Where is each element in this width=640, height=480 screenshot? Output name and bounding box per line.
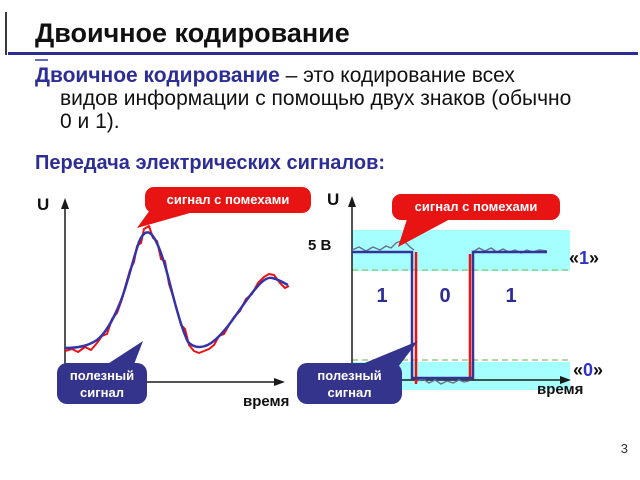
slide-page-number: 3 [620, 441, 628, 456]
bit-label-2: 1 [505, 285, 517, 307]
left-clean-callout-tail [103, 341, 143, 367]
section-subtitle: Передача электрических сигналов: [35, 152, 386, 174]
left-clean-signal-callout: полезный сигнал [57, 363, 147, 404]
left-y-axis-label: U [37, 195, 50, 214]
title-accent-line [5, 12, 7, 55]
left-y-axis-arrow [61, 198, 69, 209]
left-noisy-signal-callout: сигнал с помехами [145, 187, 311, 213]
right-noisy-callout-tail [398, 216, 452, 247]
left-x-axis-label: время [243, 393, 290, 410]
right-y-axis-arrow [348, 196, 356, 207]
one-label-digit: 1 [579, 248, 590, 268]
zero-label-open-quote: « [573, 360, 584, 380]
bit-label-1: 1 [376, 285, 388, 307]
zero-label-close-quote: » [593, 360, 604, 380]
clean-analog-signal-curve [64, 231, 289, 350]
right-y-axis-label: U [327, 190, 340, 209]
right-x-axis-arrow [560, 376, 571, 384]
one-threshold-band [352, 230, 570, 271]
title-underline-accent [35, 59, 48, 61]
right-clean-callout-line1: полезный [317, 368, 382, 383]
right-clean-callout-line2: сигнал [327, 385, 372, 400]
definition-line3: 0 и 1). [60, 110, 120, 133]
right-clean-callout-tail [355, 341, 418, 367]
right-clean-signal-callout: полезный сигнал [297, 363, 402, 404]
noisy-transition-edges [414, 252, 472, 384]
one-label-close-quote: » [589, 248, 600, 268]
left-clean-callout-line1: полезный [69, 368, 135, 383]
page-title: Двоичное кодирование [35, 18, 350, 48]
left-noisy-callout-tail [137, 210, 197, 228]
logic-zero-range-label: «0» [573, 360, 603, 381]
one-label-open-quote: « [569, 248, 580, 268]
voltage-level-label: 5 В [308, 237, 332, 254]
left-axes [64, 206, 276, 383]
right-noisy-signal-callout: сигнал с помехами [392, 194, 560, 220]
left-clean-callout-line2: сигнал [80, 385, 124, 400]
clean-digital-signal-wave [352, 250, 547, 380]
definition-line2: видов информации с помощью двух знаков (… [60, 87, 572, 110]
left-x-axis-arrow [274, 378, 285, 386]
bit-label-0: 0 [439, 285, 451, 307]
definition-paragraph: Двоичное кодирование – это кодирование в… [35, 64, 571, 133]
definition-keyword: Двоичное кодирование [35, 64, 280, 87]
definition-line1-rest: – это кодирование всех [279, 64, 515, 87]
zero-label-digit: 0 [583, 360, 594, 380]
title-underline [8, 52, 638, 55]
right-x-axis-label: время [537, 381, 584, 398]
logic-one-range-label: «1» [569, 248, 599, 269]
